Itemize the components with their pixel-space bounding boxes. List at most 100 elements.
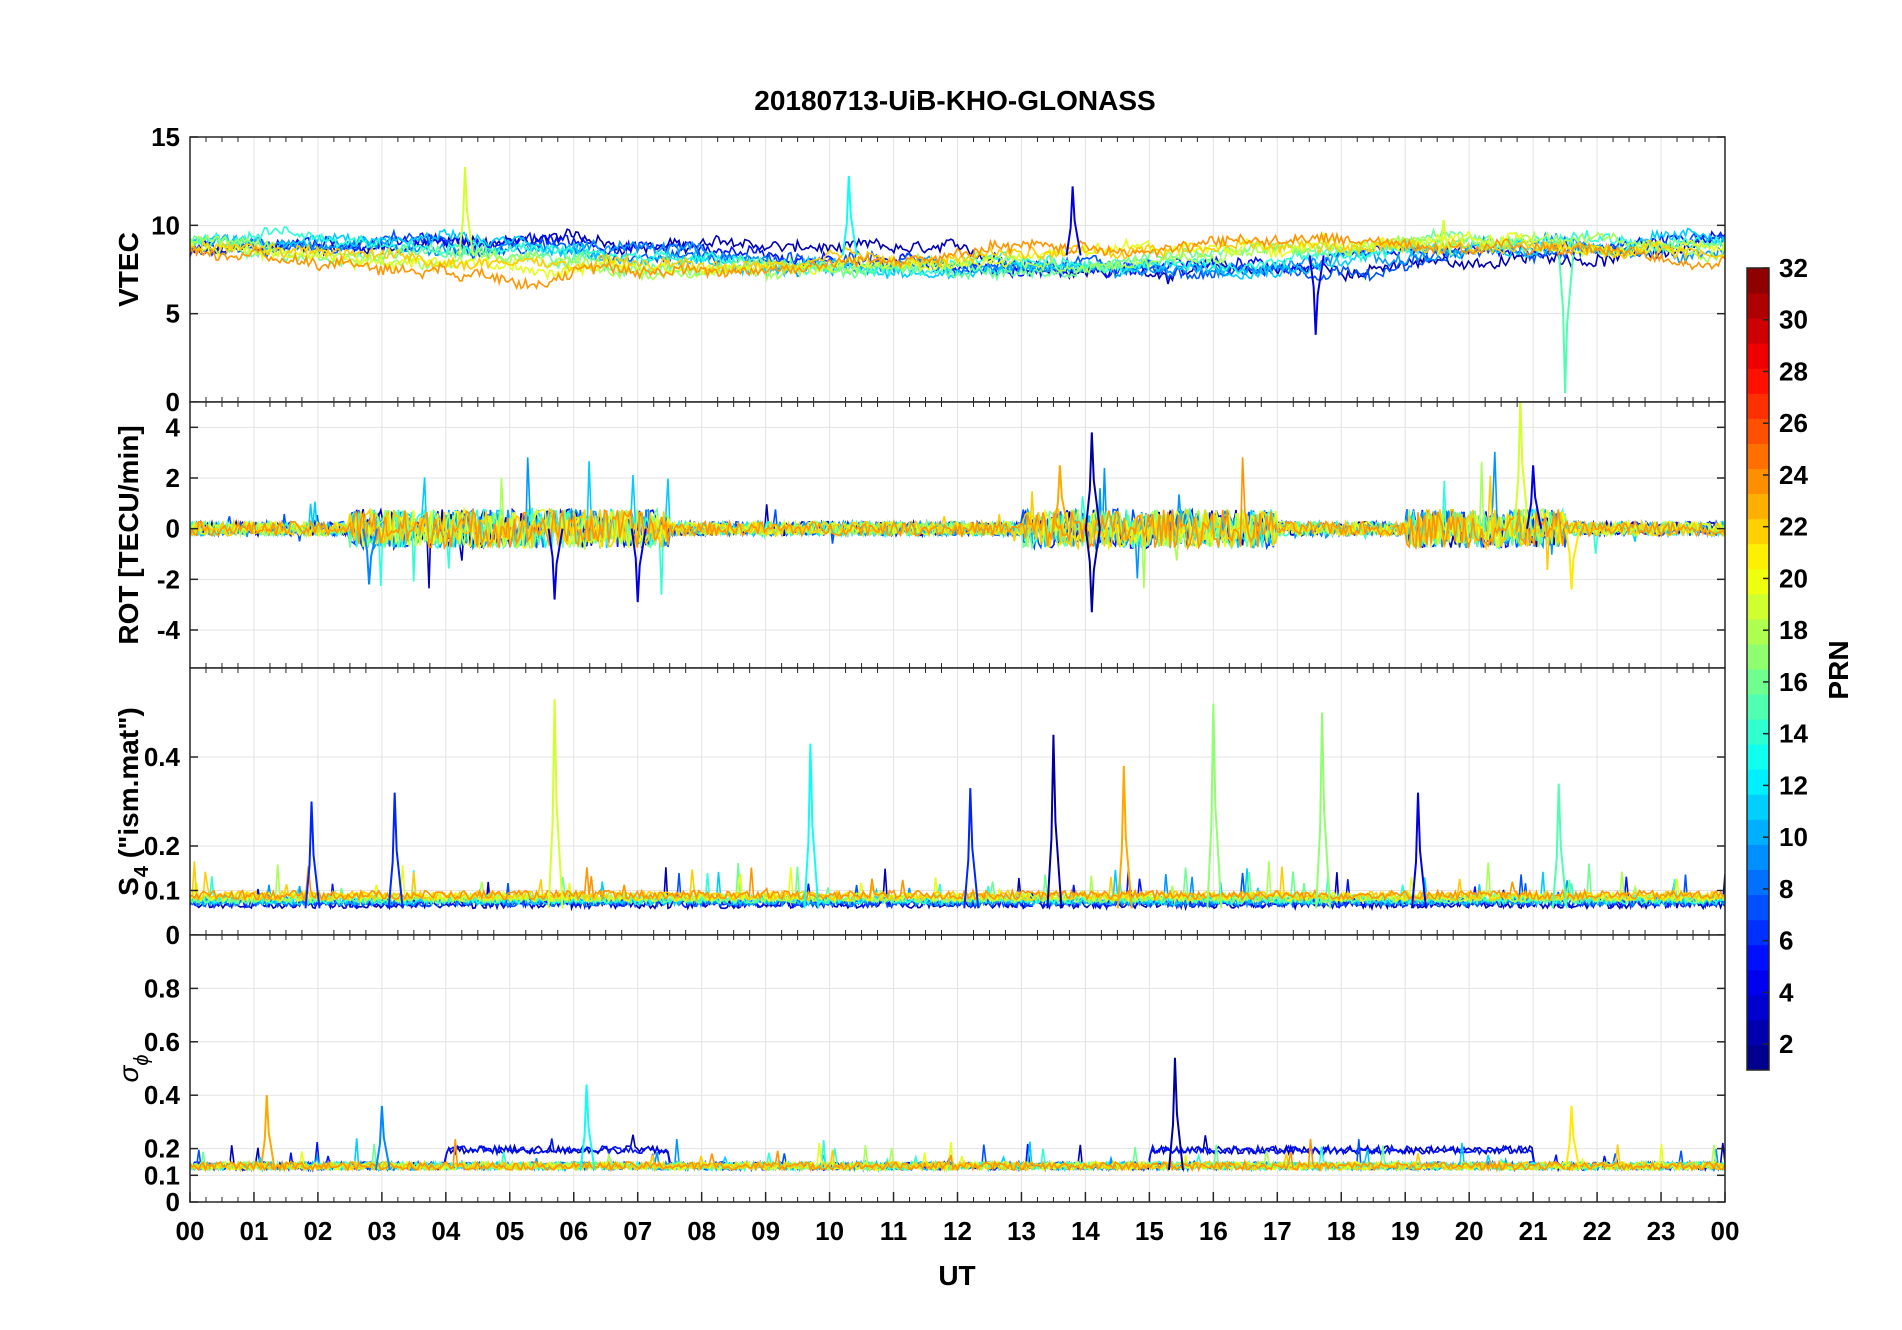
- series-peak: [963, 788, 980, 909]
- colorbar-tick-label: 30: [1779, 305, 1808, 335]
- y-axis-label-sub: ϕ: [131, 1054, 153, 1065]
- x-tick-label: 04: [431, 1216, 460, 1246]
- y-tick-label: 0: [166, 1187, 180, 1217]
- colorbar-tick-label: 32: [1779, 253, 1808, 283]
- series-prn-11: [190, 868, 1725, 908]
- colorbar-tick-label: 24: [1779, 460, 1808, 490]
- series-peak: [387, 792, 404, 909]
- colorbar-segment: [1747, 268, 1769, 294]
- x-tick-label: 20: [1455, 1216, 1484, 1246]
- colorbar-label: PRN: [1823, 640, 1854, 699]
- series-peak: [803, 743, 820, 909]
- x-tick-label: 06: [559, 1216, 588, 1246]
- x-tick-label: 10: [815, 1216, 844, 1246]
- series-prn-23: [190, 865, 1725, 903]
- series-peak: [1564, 1105, 1581, 1171]
- series-peak: [1551, 783, 1568, 909]
- x-tick-label: 18: [1327, 1216, 1356, 1246]
- x-tick-label: 12: [943, 1216, 972, 1246]
- colorbar-segment: [1747, 518, 1769, 545]
- y-tick-label: 5: [166, 299, 180, 329]
- x-tick-label: 07: [623, 1216, 652, 1246]
- series-peak: [630, 528, 647, 603]
- colorbar-segment: [1747, 343, 1769, 369]
- colorbar-segment: [1747, 994, 1769, 1021]
- colorbar-segment: [1747, 493, 1769, 520]
- colorbar-tick-label: 10: [1779, 822, 1808, 852]
- x-tick-label: 08: [687, 1216, 716, 1246]
- series-peak: [1315, 712, 1332, 909]
- x-tick-label: 14: [1071, 1216, 1100, 1246]
- colorbar-segment: [1747, 1044, 1769, 1071]
- series-peak: [1084, 432, 1101, 529]
- colorbar-segment: [1747, 568, 1769, 595]
- y-tick-label: 0.4: [144, 742, 181, 772]
- series-peak: [1411, 792, 1427, 909]
- series-prn-19: [190, 865, 1725, 905]
- series-peak: [547, 528, 564, 600]
- y-tick-label: 10: [151, 210, 180, 240]
- series-peak: [1558, 255, 1575, 394]
- series-prn-23: [190, 457, 1725, 551]
- x-tick-label: 01: [239, 1216, 268, 1246]
- x-tick-label: 19: [1391, 1216, 1420, 1246]
- series-peak: [1116, 765, 1133, 909]
- y-axis-label-main: σ: [113, 1065, 144, 1083]
- y-axis-label-vtec: VTEC: [113, 232, 144, 307]
- y-tick-label: 0: [166, 387, 180, 417]
- y-axis-label-main: S: [113, 877, 144, 896]
- x-tick-label: 17: [1263, 1216, 1292, 1246]
- colorbar-tick-label: 28: [1779, 356, 1808, 386]
- series-prn-23: [190, 230, 1725, 291]
- y-tick-label: -2: [157, 564, 180, 594]
- series-peak: [1564, 528, 1581, 590]
- series-peak: [1065, 186, 1082, 256]
- colorbar-frame: [1746, 267, 1770, 1071]
- panel-rot: -4 -2 0 2 4 ROT [TECU/min]: [113, 401, 1726, 669]
- y-axis-label-rest: ("ism.mat"): [113, 707, 144, 866]
- colorbar-segment: [1747, 418, 1769, 444]
- colorbar-tick-label: 8: [1779, 874, 1793, 904]
- colorbar-segment: [1747, 769, 1769, 795]
- y-axis-label-sub: 4: [131, 865, 153, 877]
- x-tick-label: 00: [1711, 1216, 1740, 1246]
- series-peak: [259, 1095, 276, 1171]
- colorbar-segment: [1747, 593, 1769, 620]
- series-prn-21: [190, 1144, 1725, 1173]
- colorbar-tick-label: 16: [1779, 667, 1808, 697]
- y-tick-label: 0.2: [144, 831, 180, 861]
- colorbar-segment: [1747, 318, 1769, 344]
- colorbar-segment: [1747, 919, 1769, 946]
- colorbar-segment: [1747, 368, 1769, 394]
- colorbar-segment: [1747, 393, 1769, 419]
- series-prn-21: [190, 235, 1725, 276]
- series-peak: [1046, 734, 1063, 909]
- colorbar-tick-label: 6: [1779, 926, 1793, 956]
- series-peak: [1052, 465, 1069, 529]
- series-peak: [547, 699, 564, 909]
- colorbar-segment: [1747, 468, 1769, 495]
- colorbar-segment: [1747, 869, 1769, 896]
- colorbar-segment: [1747, 1019, 1769, 1046]
- series-prn-23: [190, 1138, 1725, 1173]
- colorbar-segment: [1747, 719, 1769, 745]
- series-lines: [190, 1057, 1725, 1173]
- x-tick-label: 00: [176, 1216, 205, 1246]
- chart-title: 20180713-UiB-KHO-GLONASS: [754, 85, 1155, 116]
- colorbar-segment: [1747, 819, 1769, 845]
- x-tick-label: 11: [880, 1216, 908, 1246]
- x-tick-label: 13: [1007, 1216, 1036, 1246]
- y-tick-label: 0.6: [144, 1027, 180, 1057]
- x-tick-label: 02: [303, 1216, 332, 1246]
- y-tick-label: 0.2: [144, 1134, 180, 1164]
- series-peak: [1084, 528, 1101, 613]
- colorbar-tick-label: 4: [1779, 977, 1794, 1007]
- series-lines: [190, 402, 1725, 613]
- x-tick-label: 03: [367, 1216, 396, 1246]
- series-lines: [190, 699, 1725, 912]
- series-prn-2: [190, 228, 1725, 285]
- colorbar-tick-label: 12: [1779, 770, 1808, 800]
